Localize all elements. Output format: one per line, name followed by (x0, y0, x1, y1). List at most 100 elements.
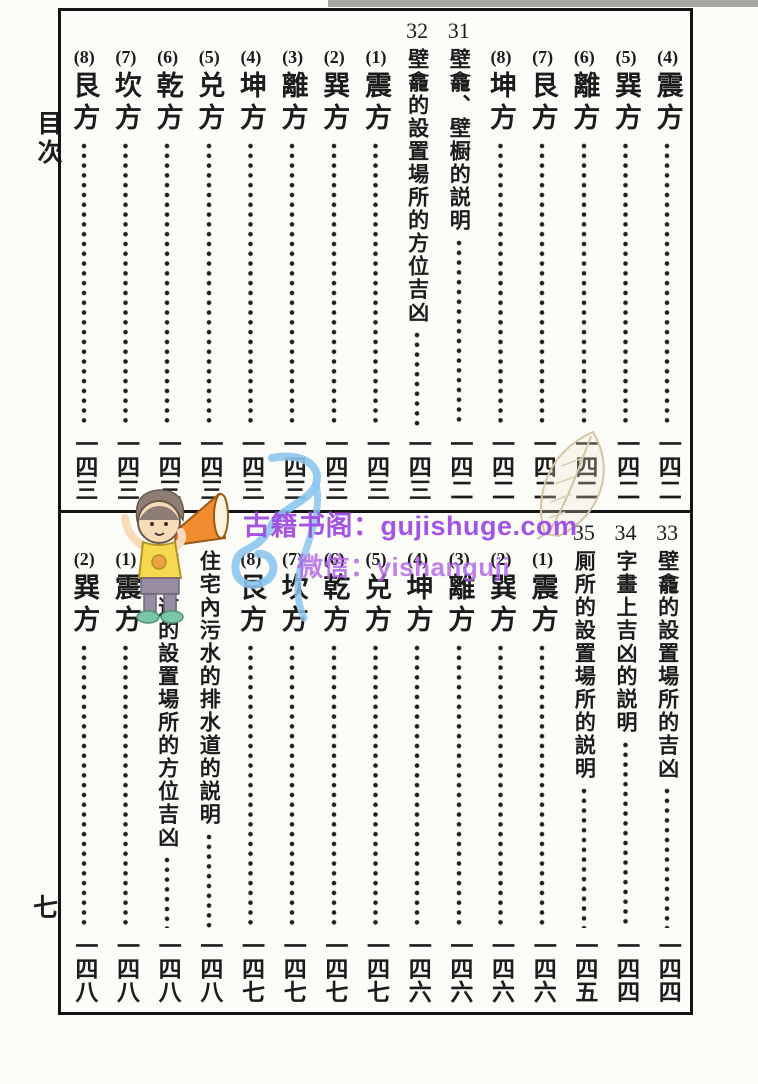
dot-leader (229, 142, 272, 426)
entry-title-text: 厠所的設置場所的説明 (572, 550, 597, 780)
dot-leader (354, 644, 397, 928)
toc-entry: (7) 坎方 一四三 (104, 16, 147, 506)
dot-leader (646, 142, 688, 426)
entry-page-number: 一四二 (446, 432, 472, 501)
feather-icon (536, 430, 605, 540)
entry-item-label: (7) (532, 47, 554, 67)
dot-leader (62, 142, 105, 426)
toc-entry: (5) 兑方 一四三 (187, 16, 230, 506)
entry-item-label: (1) (365, 47, 387, 67)
entry-page-number: 一四三 (280, 432, 306, 501)
entry-title: (5) 兑方 (194, 48, 224, 135)
margin-section-label: 目次 (34, 110, 61, 168)
entry-title: (8) 艮方 (69, 48, 99, 135)
entry-page-number: 一四七 (280, 934, 306, 1003)
dot-leader (312, 142, 355, 426)
dot-leader (187, 142, 230, 426)
entry-page-number: 一四八 (113, 934, 139, 1003)
entry-title-text: 坤方 (235, 71, 266, 135)
entry-title: (2) 巽方 (319, 48, 350, 135)
entry-arabic-number: 31 (447, 18, 470, 43)
dot-leader (396, 644, 438, 928)
toc-entry: (2) 巽方 一四六 (479, 518, 522, 1008)
entry-page-number: 一四三 (196, 432, 222, 501)
entry-title-text: 坤方 (402, 573, 433, 637)
dot-leader (312, 644, 355, 928)
toc-entry: (1) 震方 一四八 (104, 518, 147, 1008)
entry-title: (6) 離方 (569, 48, 599, 135)
toc-entry: (1) 震方 一四六 (521, 518, 563, 1008)
entry-title-text: 離方 (277, 71, 308, 135)
dot-leader (187, 833, 230, 928)
toc-entry: (7)坎方 一四七 (271, 518, 313, 1008)
watermark-site-text: 古籍书阁：gujishuge.com (243, 511, 578, 541)
toc-entry: (1) 震方 一四三 (354, 16, 397, 506)
toc-entry: 36 住宅內污水的排水道的説明 一四八 (187, 518, 230, 1008)
dot-leader (604, 741, 647, 928)
dot-leader (479, 644, 522, 928)
entry-item-label: (2) (490, 549, 512, 569)
entry-page-number: 一四五 (571, 934, 597, 1003)
toc-entry: (7)艮方 一四二 (521, 16, 563, 506)
entry-item-label: (4) (240, 47, 262, 67)
dot-leader (104, 644, 147, 928)
entry-title: (1) 震方 (361, 47, 391, 135)
toc-entry: (8) 坤方 一四二 (479, 16, 522, 506)
entry-page-number: 一四三 (113, 432, 139, 501)
entry-page-number: 一四三 (71, 432, 97, 501)
toc-entry: (6)乾方 一四三 (146, 16, 188, 506)
entry-arabic-number: 35 (572, 520, 595, 545)
dot-leader (396, 331, 438, 426)
dot-leader (521, 644, 563, 928)
toc-entry: (5) 兑方 一四七 (354, 518, 397, 1008)
scan-edge-shadow (328, 0, 758, 7)
entry-title-text: 巽方 (319, 71, 350, 135)
entry-page-number: 一四六 (488, 934, 514, 1003)
toc-entry: (2) 巽方 一四三 (312, 16, 355, 506)
entry-title: (1) 震方 (527, 549, 558, 637)
entry-item-label: (1) (532, 549, 554, 569)
entry-title: (6) 乾方 (153, 48, 183, 135)
entry-arabic-number: 34 (614, 520, 637, 545)
entry-title: 壁龕、壁橱的説明 (447, 48, 471, 232)
entry-title: (2) 巽方 (69, 549, 99, 637)
entry-title: (8) 坤方 (485, 48, 516, 135)
dot-leader (562, 787, 605, 928)
entry-title-text: 兑方 (360, 573, 391, 637)
entry-title-text: 巽方 (485, 573, 516, 637)
entry-title-text: 艮方 (527, 71, 558, 135)
entry-item-label: (1) (115, 549, 137, 569)
entry-title-text: 住宅內污水的排水道的説明 (197, 550, 222, 826)
entry-title-text: 坤方 (485, 71, 516, 135)
entry-title: (2) 巽方 (485, 549, 516, 637)
entry-title: 字畫上吉凶的説明 (614, 550, 638, 734)
dot-leader (271, 644, 313, 928)
entry-item-label: (7) (115, 47, 137, 67)
toc-entry: (5) 巽方 一四二 (604, 16, 647, 506)
entry-page-number: 一四三 (405, 432, 431, 501)
dot-leader (521, 142, 563, 426)
content-frame: (4)震方 一四二 (5)巽方 一四二 (6)離方 一四二 (7)艮方 一四二 … (58, 8, 693, 1015)
dot-leader (562, 142, 605, 426)
entry-item-label: (2) (73, 549, 95, 569)
entry-title: (3) 離方 (444, 550, 474, 637)
entry-title-text: 震方 (110, 573, 141, 637)
entry-page-number: 一四八 (71, 934, 97, 1003)
entry-item-label: (6) (323, 549, 345, 569)
entry-title: 厠所的設置場所的説明 (572, 550, 597, 780)
entry-title-text: 乾方 (319, 573, 350, 637)
dot-leader (479, 142, 522, 426)
toc-entry: (3) 離方 一四六 (437, 518, 480, 1008)
child-figure (121, 489, 187, 624)
toc-entry: 31 壁龕、壁橱的説明 一四二 (437, 16, 480, 506)
entry-title: (4) 震方 (653, 48, 683, 135)
dot-leader (437, 239, 480, 426)
toc-entry: (4) 坤方 一四六 (396, 518, 438, 1008)
toc-entry: 32 壁龕的設置場所的方位吉凶 一四三 (396, 16, 438, 506)
entry-title: (7) 坎方 (111, 47, 141, 135)
dot-leader (354, 142, 397, 426)
entry-page-number: 一四二 (613, 432, 639, 501)
entry-item-label: (5) (615, 47, 637, 67)
dot-leader (62, 644, 105, 928)
entry-title-text: 震方 (527, 573, 558, 637)
